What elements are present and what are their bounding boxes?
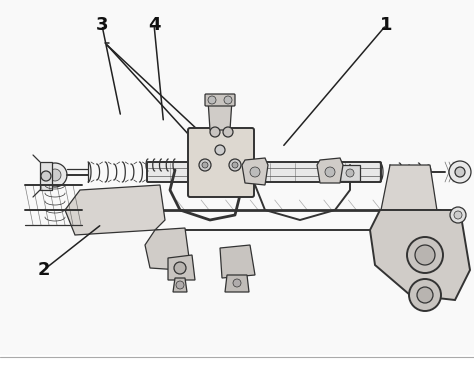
- Circle shape: [250, 167, 260, 177]
- Circle shape: [41, 171, 51, 181]
- Circle shape: [174, 262, 186, 274]
- Polygon shape: [242, 158, 268, 185]
- Circle shape: [232, 162, 238, 168]
- Circle shape: [346, 169, 354, 177]
- Circle shape: [199, 159, 211, 171]
- Circle shape: [409, 279, 441, 311]
- Polygon shape: [145, 228, 190, 270]
- Circle shape: [449, 161, 471, 183]
- FancyBboxPatch shape: [188, 128, 254, 197]
- Circle shape: [176, 281, 184, 289]
- Circle shape: [215, 145, 225, 155]
- Circle shape: [43, 163, 67, 187]
- Polygon shape: [65, 185, 165, 235]
- Polygon shape: [173, 278, 187, 292]
- Text: 3: 3: [96, 16, 108, 34]
- FancyBboxPatch shape: [205, 94, 235, 106]
- Circle shape: [233, 279, 241, 287]
- Circle shape: [450, 207, 466, 223]
- Circle shape: [49, 169, 61, 181]
- Circle shape: [223, 127, 233, 137]
- Circle shape: [417, 287, 433, 303]
- Polygon shape: [317, 158, 343, 183]
- Text: 4: 4: [148, 16, 160, 34]
- Circle shape: [210, 127, 220, 137]
- Polygon shape: [370, 210, 470, 300]
- Polygon shape: [220, 245, 255, 278]
- Polygon shape: [225, 275, 249, 292]
- Circle shape: [415, 245, 435, 265]
- Circle shape: [202, 162, 208, 168]
- Polygon shape: [168, 255, 195, 280]
- Circle shape: [454, 211, 462, 219]
- Polygon shape: [40, 162, 52, 190]
- Text: 1: 1: [380, 16, 392, 34]
- Circle shape: [208, 96, 216, 104]
- Circle shape: [325, 167, 335, 177]
- Text: 2: 2: [37, 261, 50, 279]
- Circle shape: [455, 167, 465, 177]
- Circle shape: [407, 237, 443, 273]
- Polygon shape: [340, 165, 360, 181]
- Polygon shape: [208, 100, 232, 130]
- Circle shape: [224, 96, 232, 104]
- Circle shape: [229, 159, 241, 171]
- FancyBboxPatch shape: [147, 162, 381, 182]
- Polygon shape: [380, 165, 440, 240]
